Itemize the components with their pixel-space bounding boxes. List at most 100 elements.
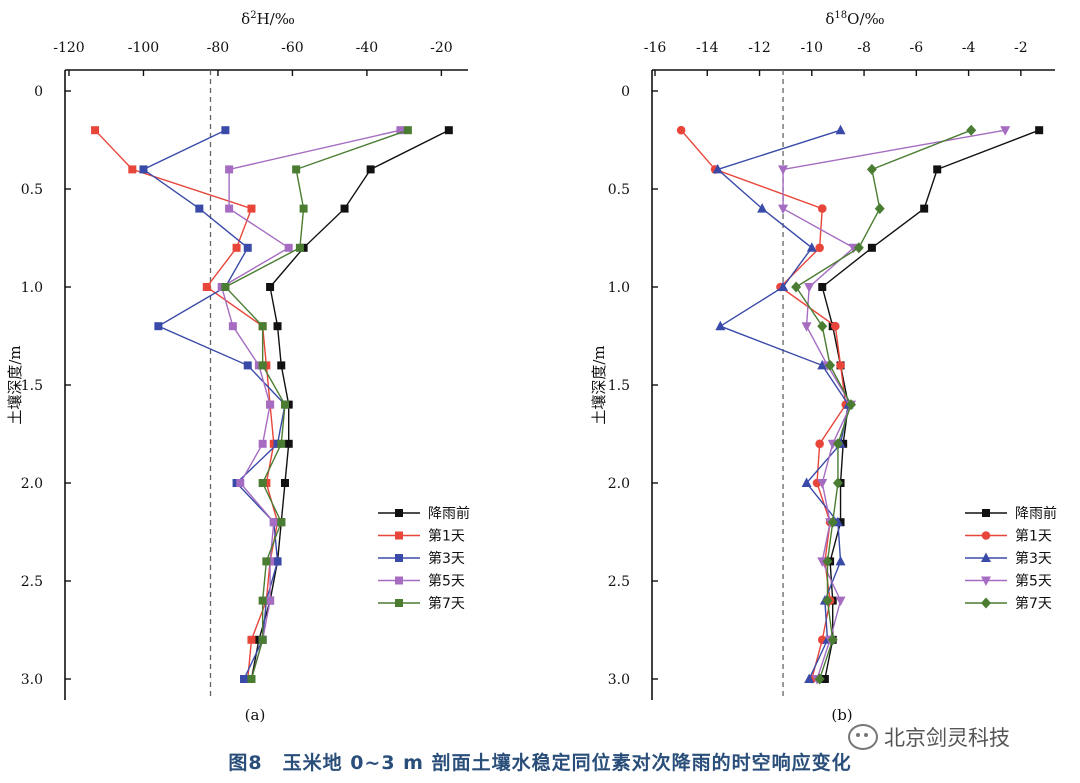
series-1 (247, 126, 453, 683)
data-point (778, 165, 789, 175)
data-point (284, 439, 293, 448)
data-point (396, 126, 405, 135)
x-tick-label: -6 (910, 40, 924, 56)
y-tick-label: 2.5 (608, 574, 630, 590)
x-tick-label: -12 (748, 40, 771, 56)
data-point (258, 322, 267, 331)
data-point (804, 283, 815, 293)
data-point (817, 359, 828, 370)
y-tick-label: 1.0 (21, 280, 43, 296)
data-point (835, 124, 846, 135)
data-point (831, 321, 840, 331)
y-tick-label: 1.5 (21, 378, 43, 394)
series-line (782, 129, 1006, 680)
data-point (815, 243, 824, 253)
legend-marker (981, 531, 991, 540)
legend-marker (981, 576, 991, 586)
y-tick-label: 0 (621, 84, 630, 100)
data-point (258, 361, 267, 370)
x-tick-label: -20 (430, 40, 453, 56)
y-tick-label: 1.5 (608, 378, 630, 394)
data-point (266, 283, 275, 291)
data-point (366, 165, 375, 174)
data-point (1035, 126, 1044, 135)
data-point (202, 283, 211, 291)
data-point (920, 204, 929, 213)
series-4 (778, 126, 1011, 685)
data-point (269, 518, 278, 527)
data-point (258, 596, 267, 605)
data-point (874, 203, 885, 215)
panel-label: (b) (831, 706, 852, 724)
series-4 (217, 126, 405, 683)
watermark: 北京剑灵科技 (848, 722, 1010, 752)
data-point (277, 518, 286, 527)
panel-label: (a) (245, 706, 266, 724)
data-point (1000, 126, 1011, 136)
data-point (827, 516, 838, 528)
data-point (835, 596, 846, 607)
data-point (284, 243, 293, 252)
data-point (280, 400, 289, 409)
data-point (292, 165, 301, 174)
y-tick-label: 0 (34, 84, 43, 100)
data-point (827, 634, 838, 646)
data-point (266, 400, 275, 409)
data-point (139, 165, 148, 174)
data-point (818, 283, 827, 291)
data-point (340, 204, 349, 213)
x-tick-label: -100 (128, 40, 159, 56)
data-point (866, 163, 877, 175)
data-point (243, 243, 252, 252)
data-point (232, 243, 241, 252)
data-point (277, 361, 286, 370)
data-point (791, 281, 802, 293)
legend-label: 第3天 (428, 550, 465, 567)
data-point (806, 242, 817, 252)
series-5 (221, 126, 412, 683)
data-point (240, 675, 249, 683)
data-point (835, 555, 846, 566)
y-axis-label: 土壤深度/m (6, 345, 24, 424)
x-axis-label: δ2H/‰ (241, 10, 295, 28)
x-tick-label: -4 (962, 40, 976, 56)
legend-label: 第5天 (428, 573, 465, 590)
legend-marker (395, 599, 403, 607)
legend-marker (395, 509, 403, 517)
data-point (817, 320, 828, 332)
x-tick-label: -80 (207, 40, 230, 56)
data-point (91, 126, 100, 135)
data-point (221, 126, 230, 135)
data-point (836, 361, 845, 370)
data-point (804, 673, 815, 683)
data-point (258, 439, 267, 448)
x-tick-label: -2 (1014, 40, 1028, 56)
y-tick-label: 2.0 (21, 476, 43, 492)
series-5 (791, 124, 977, 685)
data-point (247, 204, 256, 213)
data-point (273, 557, 282, 566)
figure-caption: 图8 玉米地 0~3 m 剖面土壤水稳定同位素对次降雨的时空响应变化 (228, 752, 852, 774)
data-point (280, 479, 289, 487)
chart-panel-b: -16 -14 -12 -10 -8 -6 -4 -2 δ18O/‰ 0 0.5 1.0 1.5 2.0 2… (590, 10, 1057, 724)
legend-label: 第3天 (1015, 550, 1052, 567)
data-point (225, 165, 234, 174)
legend-marker (981, 597, 991, 609)
data-point (715, 320, 726, 331)
data-point (825, 359, 836, 371)
x-tick-label: -16 (644, 40, 667, 56)
data-point (128, 165, 137, 174)
data-point (221, 283, 230, 291)
legend-label: 第5天 (1015, 573, 1052, 590)
data-point (832, 477, 843, 489)
data-point (853, 242, 864, 254)
data-point (444, 126, 453, 135)
data-point (815, 439, 824, 449)
data-point (154, 322, 163, 331)
data-point (258, 479, 267, 487)
data-point (801, 477, 812, 487)
data-point (832, 438, 843, 450)
data-point (822, 595, 833, 607)
